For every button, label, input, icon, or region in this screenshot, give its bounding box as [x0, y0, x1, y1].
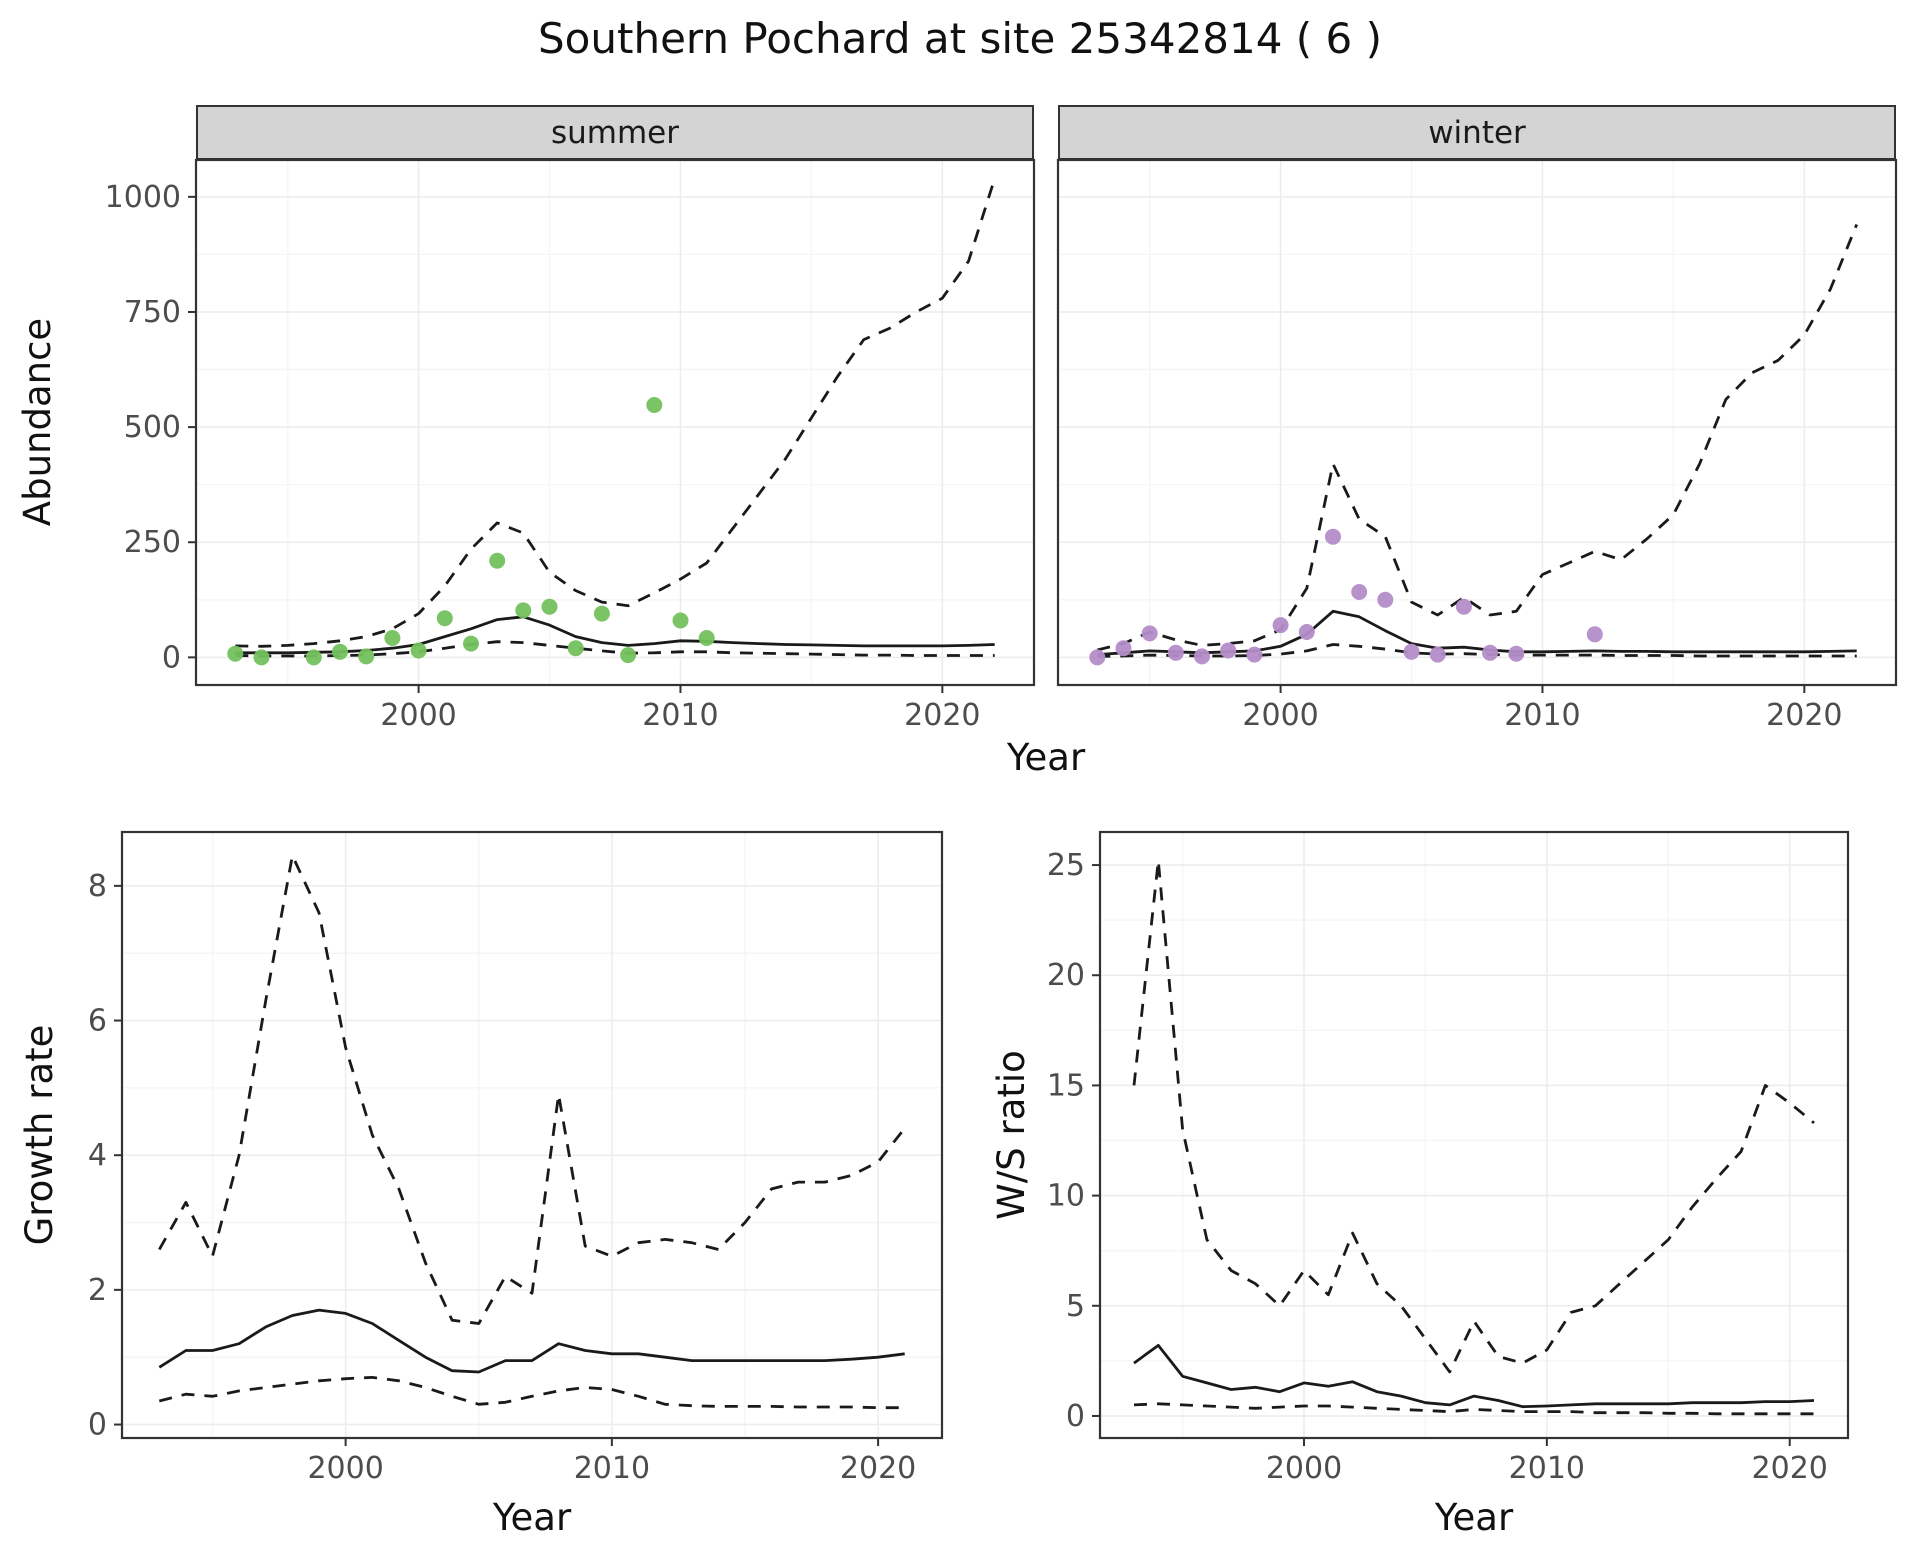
facet-strip-summer-label: summer [550, 114, 679, 151]
growth-year-axis-title: Year [492, 1496, 572, 1539]
ws-year-axis-title: Year [1434, 1496, 1514, 1539]
abundance-winter-chart: 2000 2010 2020 [1056, 158, 1898, 733]
x-tick-label: 2010 [574, 1451, 650, 1486]
x-tick-label: 2010 [1504, 698, 1580, 733]
y-tick-label: 5 [1066, 1289, 1085, 1324]
lower-ci-line [158, 1376, 905, 1410]
x-tick-label: 2020 [1752, 1451, 1828, 1486]
abundance-winter-panel: 2000 2010 2020 [1056, 158, 1898, 733]
growth-rate-axis-title: Growth rate [18, 1024, 61, 1246]
facet-strip-winter-label: winter [1428, 114, 1526, 151]
ws-ratio-chart: 2000 2010 2020 0 5 10 15 20 25 [1047, 830, 1850, 1486]
y-tick-label: 0 [162, 640, 181, 675]
x-tick-label: 2020 [840, 1451, 916, 1486]
y-tick-label: 2 [88, 1273, 107, 1308]
x-tick-label: 2000 [307, 1451, 383, 1486]
x-tick-label: 2020 [904, 698, 980, 733]
y-tick-label: 4 [88, 1138, 107, 1173]
x-tick-label: 2000 [1242, 698, 1318, 733]
y-tick-label: 20 [1047, 958, 1085, 993]
facet-strip-winter: winter [1058, 105, 1896, 160]
median-line [1133, 1344, 1815, 1409]
growth-rate-chart: 2000 2010 2020 0 2 4 6 8 [88, 830, 944, 1486]
y-tick-label: 6 [88, 1004, 107, 1039]
y-tick-label: 15 [1047, 1068, 1085, 1103]
facet-strip-summer: summer [196, 105, 1034, 160]
plot-title: Southern Pochard at site 25342814 ( 6 ) [538, 14, 1382, 63]
y-tick-label: 0 [1066, 1399, 1085, 1434]
y-tick-label: 8 [88, 869, 107, 904]
abundance-summer-chart: 2000 2010 2020 0 250 500 750 1000 [105, 158, 1036, 733]
median-line [158, 1308, 905, 1374]
ws-ratio-axis-title: W/S ratio [990, 1050, 1033, 1220]
y-tick-label: 750 [124, 295, 181, 330]
observed-counts-points [1089, 528, 1603, 666]
y-tick-label: 250 [124, 525, 181, 560]
x-tick-label: 2020 [1766, 698, 1842, 733]
x-tick-label: 2010 [1509, 1451, 1585, 1486]
y-tick-label: 10 [1047, 1179, 1085, 1214]
ws-ratio-panel: 2000 2010 2020 0 5 10 15 20 25 [1047, 830, 1850, 1486]
y-tick-label: 500 [124, 410, 181, 445]
x-tick-label: 2010 [642, 698, 718, 733]
upper-ci-line [158, 854, 906, 1325]
upper-ci-line [235, 177, 997, 648]
observed-counts-points [227, 397, 715, 666]
x-tick-label: 2000 [380, 698, 456, 733]
growth-rate-panel: 2000 2010 2020 0 2 4 6 8 [88, 830, 944, 1486]
y-tick-label: 1000 [105, 180, 181, 215]
abundance-summer-panel: 2000 2010 2020 0 250 500 750 1000 [105, 158, 1036, 733]
x-tick-label: 2000 [1266, 1451, 1342, 1486]
top-year-axis-title: Year [1006, 736, 1086, 779]
y-tick-label: 25 [1047, 848, 1085, 883]
upper-ci-line [1096, 223, 1858, 652]
y-tick-label: 0 [88, 1408, 107, 1443]
abundance-axis-title: Abundance [16, 317, 59, 527]
